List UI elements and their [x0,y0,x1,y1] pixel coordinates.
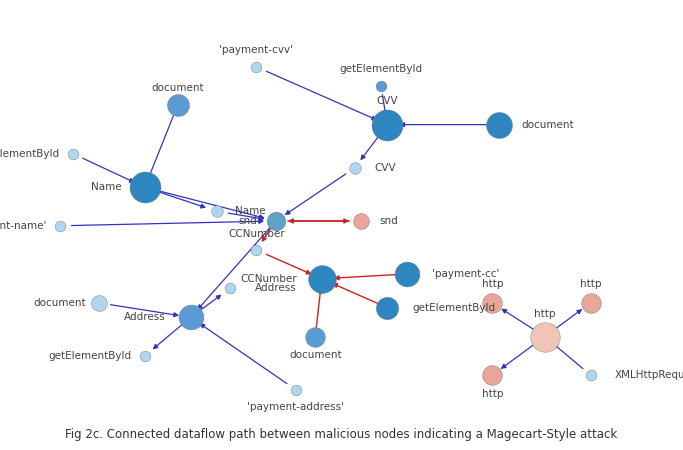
Text: CCNumber: CCNumber [228,230,285,239]
Point [139,352,150,360]
Text: http: http [534,309,555,319]
Text: snd: snd [380,216,398,226]
Point [382,304,393,311]
Text: CVV: CVV [376,96,398,106]
Point [349,164,360,171]
Text: document: document [522,120,574,130]
Text: 'payment-cvv': 'payment-cvv' [219,45,293,55]
Text: document: document [33,298,86,308]
Text: CCNumber: CCNumber [240,274,297,284]
Point [225,285,236,292]
Point [94,299,104,306]
Point [139,184,150,191]
Point [251,246,262,253]
Point [251,63,262,70]
Text: document: document [151,83,204,93]
Text: 'payment-cc': 'payment-cc' [432,269,499,279]
Point [493,121,504,128]
Point [212,208,223,215]
Point [487,299,498,306]
Text: Name: Name [235,207,266,216]
Text: getElementById: getElementById [339,64,422,74]
Point [487,372,498,379]
Point [310,333,321,340]
Point [316,275,327,283]
Point [290,386,301,393]
Text: snd: snd [239,216,257,226]
Point [585,372,596,379]
Text: Address: Address [124,312,166,322]
Text: Address: Address [255,284,296,293]
Text: http: http [482,389,503,399]
Text: Fig 2c. Connected dataflow path between malicious nodes indicating a Magecart-St: Fig 2c. Connected dataflow path between … [66,428,617,441]
Text: 'payment-name': 'payment-name' [0,221,46,231]
Text: getElementById: getElementById [413,303,495,313]
Point [270,217,281,225]
Point [585,299,596,306]
Point [402,270,413,278]
Point [54,222,65,230]
Text: 'payment-address': 'payment-address' [247,402,344,412]
Text: http: http [482,279,503,289]
Text: Name: Name [92,182,122,192]
Point [382,121,393,128]
Point [356,217,367,225]
Text: http: http [580,279,602,289]
Text: getElementById: getElementById [0,148,59,158]
Text: getElementById: getElementById [48,351,132,361]
Text: CVV: CVV [374,163,396,173]
Point [172,102,183,109]
Text: XMLHttpRequest: XMLHttpRequest [614,370,683,380]
Text: document: document [289,350,342,360]
Point [376,82,387,90]
Point [67,150,78,157]
Point [540,333,550,340]
Point [185,314,196,321]
